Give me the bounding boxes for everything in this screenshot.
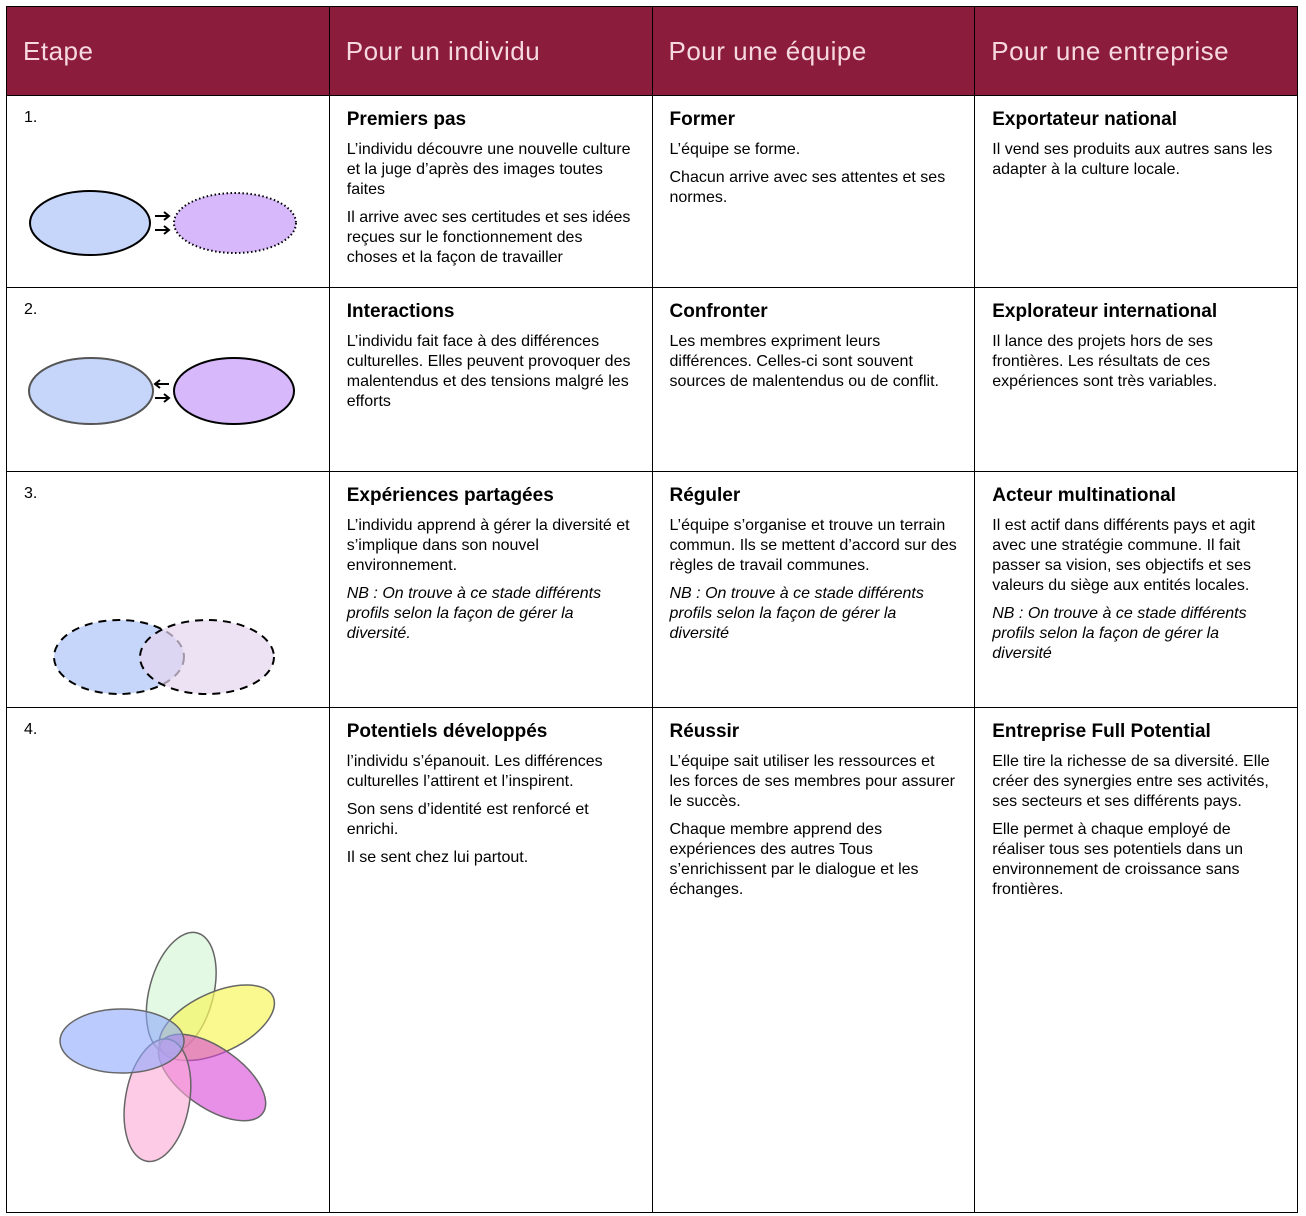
cell-paragraph: Il vend ses produits aux autres sans les… xyxy=(992,141,1273,178)
cell-paragraph: Les membres expriment leurs différences.… xyxy=(669,333,940,390)
table-row: 2. Interactions L’individu fait face à des… xyxy=(6,287,1298,472)
cell-title: Expériences partagées xyxy=(346,485,554,506)
column-header: Pour une entreprise xyxy=(974,6,1298,96)
step-cell: 3. xyxy=(6,471,330,708)
stage-diagram xyxy=(53,619,275,695)
cell-title: Explorateur international xyxy=(992,301,1218,322)
stage-diagram xyxy=(59,931,276,1163)
cell-title: Acteur multinational xyxy=(992,485,1176,506)
step-number: 4. xyxy=(24,721,38,738)
cell-paragraph: Il lance des projets hors de ses frontiè… xyxy=(992,333,1218,390)
column-header: Pour une équipe xyxy=(651,6,976,96)
table-row: 4. Potentiels développés l’individu s’épa… xyxy=(6,707,1298,1213)
step-cell: 2. xyxy=(6,287,330,472)
column-header: Pour un individu xyxy=(328,6,653,96)
table-row: 1. Premiers pas L’individu découvre une no… xyxy=(6,95,1298,288)
stage-cell: Réguler L’équipe s’organise et trouve un … xyxy=(651,471,976,708)
step-number: 3. xyxy=(24,485,38,502)
stages-table: Etape Pour un individu Pour une équipe Pour… xyxy=(6,6,1298,1213)
cell-paragraph: l’individu s’épanouit. Les différences c… xyxy=(346,753,603,790)
cell-title: Former xyxy=(669,109,735,130)
stage-diagram xyxy=(29,190,297,256)
cell-paragraph: Chacun arrive avec ses attentes et ses n… xyxy=(669,169,946,206)
cell-title: Premiers pas xyxy=(346,109,467,130)
stage-cell: Premiers pas L’individu découvre une nouv… xyxy=(328,95,653,288)
stage-diagram xyxy=(28,357,295,425)
cell-title: Interactions xyxy=(346,301,455,322)
cell-paragraph: Il se sent chez lui partout. xyxy=(346,849,529,866)
cell-paragraph: Elle permet à chaque employé de réaliser… xyxy=(992,821,1244,898)
stage-cell: Former L’équipe se forme. Chacun arrive av… xyxy=(651,95,976,288)
cell-title: Réguler xyxy=(669,485,741,506)
cell-note: NB : On trouve à ce stade différents pro… xyxy=(669,585,924,642)
stage-cell: Exportateur national Il vend ses produits… xyxy=(974,95,1298,288)
stage-cell: Explorateur international Il lance des pr… xyxy=(974,287,1298,472)
cell-paragraph: L’équipe s’organise et trouve un terrain… xyxy=(669,517,957,574)
cell-title: Réussir xyxy=(669,721,740,742)
cell-title: Entreprise Full Potential xyxy=(992,721,1211,742)
cell-paragraph: L’individu apprend à gérer la diversité … xyxy=(346,517,630,574)
cell-paragraph: Elle tire la richesse de sa diversité. E… xyxy=(992,753,1270,810)
cell-paragraph: L’équipe sait utiliser les ressources et… xyxy=(669,753,955,810)
cell-title: Confronter xyxy=(669,301,768,322)
stage-cell: Confronter Les membres expriment leurs di… xyxy=(651,287,976,472)
step-cell: 4. xyxy=(6,707,330,1213)
cell-paragraph: Son sens d’identité est renforcé et enri… xyxy=(346,801,589,838)
table-row: 3. Expériences partagées L’individu appren… xyxy=(6,471,1298,708)
cell-paragraph: Il est actif dans différents pays et agi… xyxy=(992,517,1256,594)
header-row: Etape Pour un individu Pour une équipe Pour… xyxy=(6,6,1298,96)
cell-title: Potentiels développés xyxy=(346,721,548,742)
cell-paragraph: Chaque membre apprend des expériences de… xyxy=(669,821,919,898)
cell-paragraph: L’équipe se forme. xyxy=(669,141,801,158)
stage-cell: Entreprise Full Potential Elle tire la ri… xyxy=(974,707,1298,1213)
column-header: Etape xyxy=(6,6,330,96)
stage-cell: Réussir L’équipe sait utiliser les ressou… xyxy=(651,707,976,1213)
stage-cell: Interactions L’individu fait face à des d… xyxy=(328,287,653,472)
table-body: 1. Premiers pas L’individu découvre une no… xyxy=(6,95,1298,1213)
step-cell: 1. xyxy=(6,95,330,288)
stage-cell: Acteur multinational Il est actif dans di… xyxy=(974,471,1298,708)
stage-cell: Expériences partagées L’individu apprend … xyxy=(328,471,653,708)
cell-note: NB : On trouve à ce stade différents pro… xyxy=(346,585,602,642)
cell-paragraph: Il arrive avec ses certitudes et ses idé… xyxy=(346,209,631,266)
cell-title: Exportateur national xyxy=(992,109,1177,130)
step-number: 1. xyxy=(24,109,38,126)
cell-paragraph: L’individu découvre une nouvelle culture… xyxy=(346,141,631,198)
cell-paragraph: L’individu fait face à des différences c… xyxy=(346,333,631,410)
cell-note: NB : On trouve à ce stade différents pro… xyxy=(992,605,1247,662)
stage-cell: Potentiels développés l’individu s’épanou… xyxy=(328,707,653,1213)
step-number: 2. xyxy=(24,301,38,318)
